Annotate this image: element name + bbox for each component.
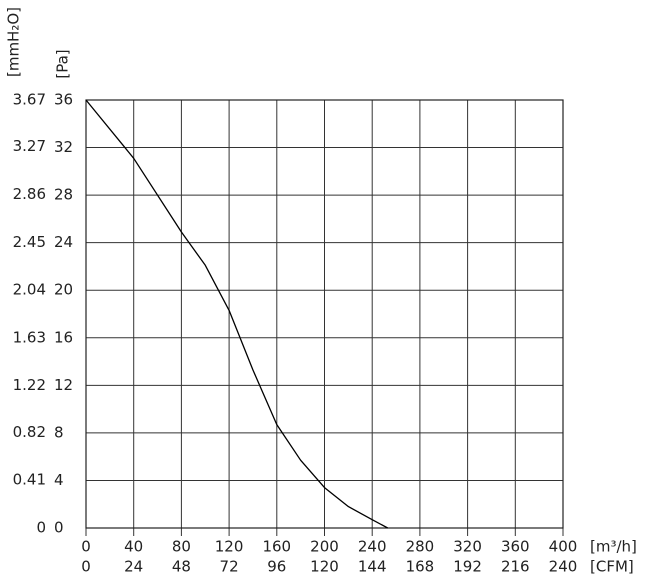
x2-tick-label: 72 bbox=[220, 558, 239, 576]
x-tick-label: 240 bbox=[358, 538, 387, 556]
y-tick-label: 8 bbox=[54, 423, 64, 441]
x2-tick-label: 48 bbox=[172, 558, 191, 576]
plot-frame bbox=[85, 99, 564, 529]
y2-tick-label: 1.22 bbox=[13, 376, 46, 394]
y2-tick-label: 3.67 bbox=[13, 91, 46, 109]
x-tick-label: 320 bbox=[453, 538, 482, 556]
x2-tick-label: 96 bbox=[267, 558, 286, 576]
y2-axis-label: [mmH₂O] bbox=[5, 7, 23, 77]
x2-tick-label: 120 bbox=[310, 558, 339, 576]
y2-tick-label: 3.27 bbox=[13, 137, 46, 155]
y-tick-label: 0 bbox=[54, 519, 64, 537]
y-tick-label: 16 bbox=[54, 328, 73, 346]
x-tick-label: 120 bbox=[215, 538, 244, 556]
y2-tick-label: 2.04 bbox=[13, 281, 46, 299]
y-axis-label: [Pa] bbox=[54, 49, 72, 78]
x2-tick-label: 0 bbox=[81, 558, 91, 576]
x-axis-label: [m³/h] bbox=[590, 538, 637, 556]
x-tick-label: 280 bbox=[406, 538, 435, 556]
y-tick-label: 36 bbox=[54, 91, 73, 109]
y2-tick-label: 0.82 bbox=[13, 423, 46, 441]
y2-tick-label: 2.45 bbox=[13, 233, 46, 251]
y2-tick-label: 1.63 bbox=[13, 328, 46, 346]
x-tick-label: 200 bbox=[310, 538, 339, 556]
x-tick-label: 0 bbox=[81, 538, 91, 556]
x2-tick-label: 192 bbox=[453, 558, 482, 576]
y-tick-label: 12 bbox=[54, 376, 73, 394]
x2-tick-label: 168 bbox=[406, 558, 435, 576]
x-tick-label: 40 bbox=[124, 538, 143, 556]
x2-tick-label: 240 bbox=[549, 558, 578, 576]
y2-tick-label: 2.86 bbox=[13, 185, 46, 203]
y-tick-label: 20 bbox=[54, 281, 73, 299]
x2-tick-label: 216 bbox=[501, 558, 530, 576]
x-tick-label: 80 bbox=[172, 538, 191, 556]
y-tick-label: 28 bbox=[54, 186, 73, 204]
y-tick-label: 4 bbox=[54, 471, 64, 489]
y-tick-label: 24 bbox=[54, 233, 73, 251]
x2-tick-label: 24 bbox=[124, 558, 143, 576]
x2-tick-label: 144 bbox=[358, 558, 387, 576]
fan-curve bbox=[85, 99, 389, 529]
x-tick-label: 160 bbox=[262, 538, 291, 556]
x-tick-label: 400 bbox=[549, 538, 578, 556]
y-tick-label: 32 bbox=[54, 138, 73, 156]
x-tick-label: 360 bbox=[501, 538, 530, 556]
y2-tick-label: 0.41 bbox=[13, 471, 46, 489]
x2-axis-label: [CFM] bbox=[590, 558, 634, 576]
y2-tick-label: 0 bbox=[36, 519, 46, 537]
